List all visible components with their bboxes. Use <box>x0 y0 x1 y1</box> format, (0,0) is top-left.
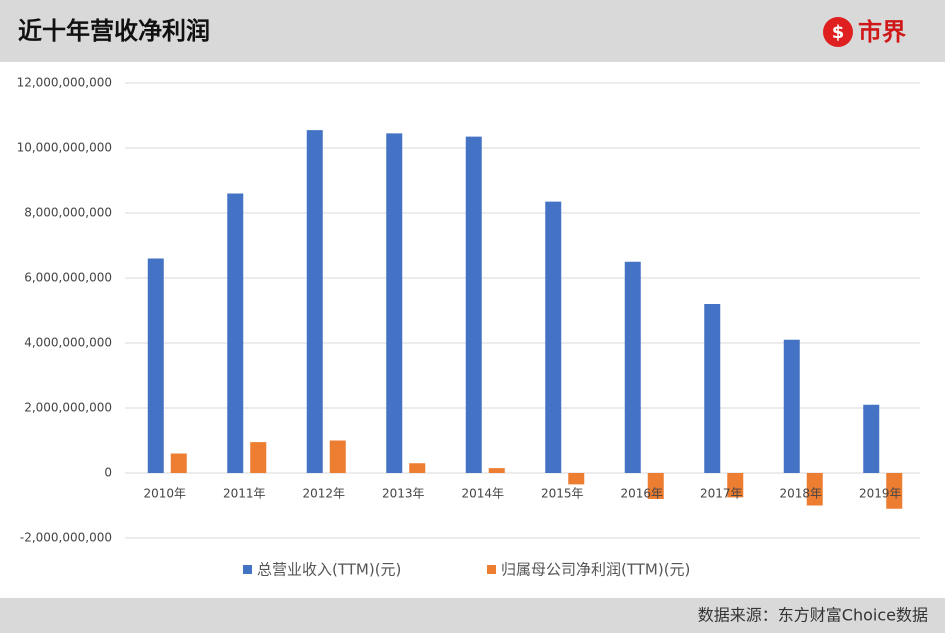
legend-swatch <box>243 565 252 574</box>
chart-title: 近十年营收净利润 <box>18 17 210 45</box>
x-tick-label: 2012年 <box>302 487 345 501</box>
logo-icon <box>823 17 853 47</box>
legend-label: 总营业收入(TTM)(元) <box>257 561 401 579</box>
bar <box>568 473 585 485</box>
x-tick-label: 2016年 <box>620 487 663 501</box>
bar <box>783 339 800 473</box>
bar <box>409 463 426 473</box>
bar <box>806 473 823 506</box>
bar <box>306 130 323 473</box>
x-tick-label: 2017年 <box>700 487 743 501</box>
bar <box>227 193 244 473</box>
x-tick-label: 2015年 <box>541 487 584 501</box>
source: 数据来源：东方财富Choice数据 <box>698 606 928 625</box>
legend-swatch <box>487 565 496 574</box>
bar <box>545 201 562 473</box>
x-tick-label: 2018年 <box>779 487 822 501</box>
x-tick-label: 2019年 <box>859 487 902 501</box>
bar <box>147 258 164 473</box>
x-tick-label: 2011年 <box>223 487 266 501</box>
bar <box>624 261 641 473</box>
y-tick-label: 2,000,000,000 <box>24 401 112 415</box>
header-band <box>0 0 945 62</box>
bar <box>170 453 187 473</box>
y-tick-label: -2,000,000,000 <box>20 531 112 545</box>
y-tick-label: 10,000,000,000 <box>17 141 112 155</box>
x-tick-label: 2014年 <box>461 487 504 501</box>
y-tick-label: 12,000,000,000 <box>17 76 112 90</box>
bar <box>250 442 267 473</box>
y-tick-label: 8,000,000,000 <box>24 206 112 220</box>
y-tick-label: 6,000,000,000 <box>24 271 112 285</box>
y-tick-label: 0 <box>104 466 112 480</box>
bar <box>727 473 744 498</box>
logo-text: 市界 <box>858 18 906 46</box>
bar <box>488 468 505 473</box>
x-tick-label: 2010年 <box>143 487 186 501</box>
bar <box>704 304 721 473</box>
y-tick-label: 4,000,000,000 <box>24 336 112 350</box>
logo-icon-letter: $ <box>832 22 845 43</box>
legend-label: 归属母公司净利润(TTM)(元) <box>501 561 690 579</box>
footer-band <box>0 598 945 633</box>
bar <box>886 473 903 509</box>
bar <box>647 473 664 499</box>
bar <box>465 136 482 473</box>
bar <box>386 133 403 473</box>
x-tick-label: 2013年 <box>382 487 425 501</box>
bar <box>863 404 880 473</box>
bar <box>329 440 346 473</box>
